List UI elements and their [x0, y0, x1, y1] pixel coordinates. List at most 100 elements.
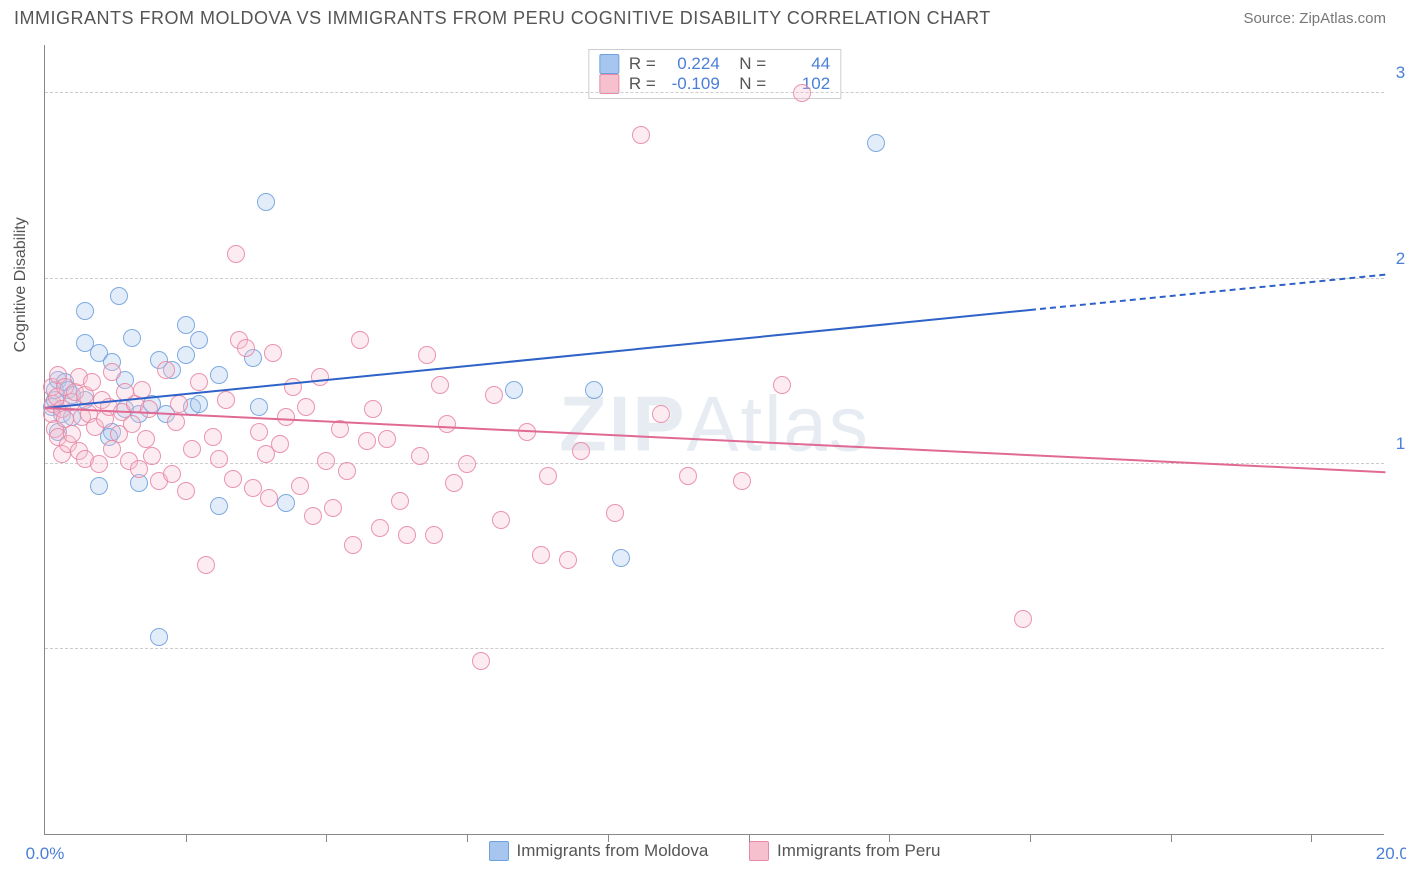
scatter-point — [190, 395, 208, 413]
scatter-point — [793, 84, 811, 102]
scatter-point — [364, 400, 382, 418]
scatter-point — [227, 245, 245, 263]
scatter-point — [304, 507, 322, 525]
scatter-point — [217, 391, 235, 409]
scatter-point — [76, 302, 94, 320]
scatter-point — [277, 494, 295, 512]
scatter-point — [63, 425, 81, 443]
scatter-point — [411, 447, 429, 465]
scatter-point — [585, 381, 603, 399]
series-legend: Immigrants from Moldova Immigrants from … — [45, 841, 1384, 866]
scatter-point — [123, 415, 141, 433]
scatter-point — [137, 430, 155, 448]
scatter-point — [140, 400, 158, 418]
scatter-point — [90, 477, 108, 495]
scatter-point — [177, 482, 195, 500]
scatter-point — [867, 134, 885, 152]
scatter-point — [398, 526, 416, 544]
scatter-point — [110, 287, 128, 305]
scatter-point — [324, 499, 342, 517]
legend-item: Immigrants from Peru — [749, 841, 940, 861]
stat-label: R = — [629, 54, 656, 74]
scatter-point — [177, 316, 195, 334]
xtick-label: 20.0% — [1376, 844, 1406, 864]
scatter-point — [425, 526, 443, 544]
scatter-point — [170, 395, 188, 413]
scatter-point — [733, 472, 751, 490]
scatter-point — [652, 405, 670, 423]
scatter-point — [83, 373, 101, 391]
xtick — [608, 834, 609, 842]
stat-label: N = — [730, 54, 766, 74]
scatter-point — [237, 339, 255, 357]
swatch-icon — [599, 74, 619, 94]
scatter-point — [210, 450, 228, 468]
trend-line — [1030, 274, 1385, 311]
scatter-point — [224, 470, 242, 488]
stat-value: 0.224 — [666, 54, 720, 74]
xtick — [467, 834, 468, 842]
swatch-icon — [489, 841, 509, 861]
scatter-point — [143, 447, 161, 465]
scatter-point — [485, 386, 503, 404]
scatter-point — [1014, 610, 1032, 628]
scatter-point — [90, 455, 108, 473]
stat-label: N = — [730, 74, 766, 94]
scatter-point — [317, 452, 335, 470]
scatter-point — [492, 511, 510, 529]
scatter-point — [157, 361, 175, 379]
scatter-point — [311, 368, 329, 386]
scatter-point — [260, 489, 278, 507]
scatter-point — [773, 376, 791, 394]
source-label: Source: ZipAtlas.com — [1243, 10, 1386, 27]
scatter-point — [539, 467, 557, 485]
scatter-point — [371, 519, 389, 537]
scatter-point — [338, 462, 356, 480]
scatter-point — [438, 415, 456, 433]
xtick-label: 0.0% — [26, 844, 65, 864]
scatter-point — [612, 549, 630, 567]
scatter-point — [277, 408, 295, 426]
scatter-point — [244, 479, 262, 497]
scatter-point — [559, 551, 577, 569]
y-axis-label: Cognitive Disability — [12, 217, 30, 352]
scatter-point — [472, 652, 490, 670]
scatter-point — [271, 435, 289, 453]
scatter-point — [445, 474, 463, 492]
ytick-label: 30.0% — [1396, 63, 1406, 83]
scatter-point — [264, 344, 282, 362]
scatter-point — [431, 376, 449, 394]
legend-label: Immigrants from Moldova — [517, 841, 709, 861]
page-title: IMMIGRANTS FROM MOLDOVA VS IMMIGRANTS FR… — [14, 8, 991, 29]
xtick — [326, 834, 327, 842]
xtick — [889, 834, 890, 842]
stats-row: R = 0.224 N = 44 — [599, 54, 830, 74]
scatter-point — [150, 628, 168, 646]
scatter-point — [190, 373, 208, 391]
scatter-point — [344, 536, 362, 554]
stat-label: R = — [629, 74, 656, 94]
scatter-point — [210, 497, 228, 515]
scatter-point — [632, 126, 650, 144]
scatter-point — [250, 423, 268, 441]
watermark: ZIPAtlas — [559, 378, 870, 469]
gridline — [45, 92, 1384, 93]
scatter-point — [572, 442, 590, 460]
scatter-point — [257, 193, 275, 211]
xtick — [186, 834, 187, 842]
scatter-point — [103, 363, 121, 381]
scatter-point — [418, 346, 436, 364]
scatter-point — [210, 366, 228, 384]
scatter-point — [123, 329, 141, 347]
xtick — [749, 834, 750, 842]
ytick-label: 15.0% — [1396, 434, 1406, 454]
scatter-point — [351, 331, 369, 349]
scatter-point — [297, 398, 315, 416]
xtick — [1311, 834, 1312, 842]
xtick — [1030, 834, 1031, 842]
xtick — [1171, 834, 1172, 842]
scatter-point — [177, 346, 195, 364]
scatter-point — [163, 465, 181, 483]
scatter-point — [378, 430, 396, 448]
swatch-icon — [749, 841, 769, 861]
